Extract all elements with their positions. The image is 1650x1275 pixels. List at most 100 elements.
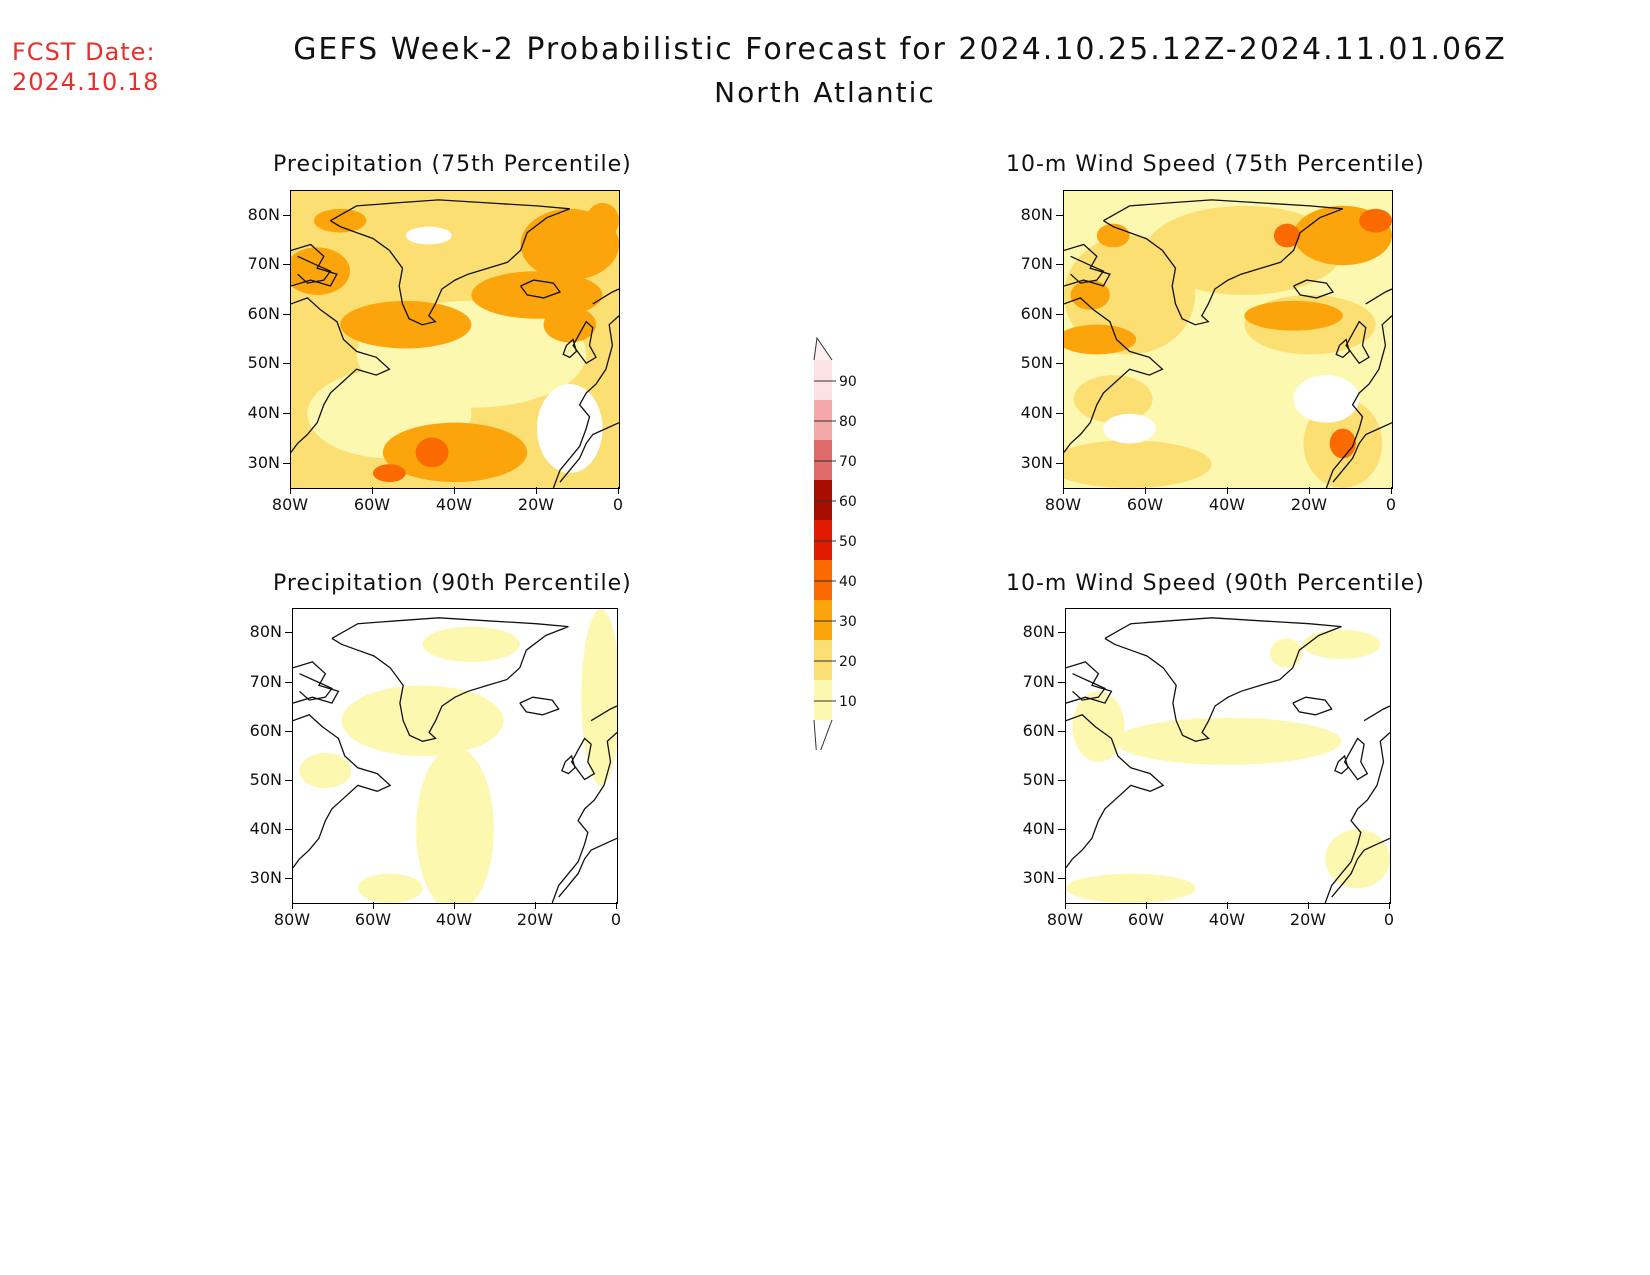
coastline-greenland	[330, 199, 571, 326]
coastline-africa	[1331, 837, 1390, 898]
lat-label: 50N	[1022, 769, 1055, 789]
lon-label: 60W	[354, 910, 392, 929]
lat-label: 30N	[1022, 867, 1055, 887]
coastline-baffin	[297, 255, 332, 284]
probability-contour	[1270, 638, 1303, 668]
panel-title-precip-90: Precipitation (90th Percentile)	[273, 571, 632, 596]
lon-tick	[1145, 487, 1146, 494]
lat-tick	[1056, 363, 1063, 365]
lon-tick	[454, 902, 455, 909]
coastline-canada2	[293, 714, 392, 869]
lat-label: 60N	[1022, 720, 1055, 740]
coastline-ireland	[561, 754, 576, 775]
lat-tick	[1058, 779, 1065, 781]
coastline-canada1	[293, 661, 340, 704]
lat-label: 70N	[1020, 254, 1053, 274]
lon-label: 0	[1385, 495, 1397, 514]
lat-label: 50N	[1020, 353, 1053, 373]
lat-tick	[1058, 877, 1065, 879]
colorbar-swatch	[814, 360, 832, 400]
coastline-ireland	[1334, 754, 1349, 775]
lat-label: 40N	[1022, 818, 1055, 838]
probability-contour	[1064, 324, 1137, 355]
probability-contour	[537, 384, 603, 474]
colorbar-label: 50	[839, 534, 857, 550]
lat-tick	[1056, 264, 1063, 266]
colorbar-swatch	[814, 560, 832, 600]
lat-tick	[283, 462, 290, 464]
lat-label: 40N	[1020, 403, 1053, 423]
colorbar-bottom-cap	[813, 719, 833, 750]
lat-label: 70N	[249, 671, 282, 691]
map-precip-75	[290, 190, 620, 489]
lon-tick	[1389, 902, 1390, 909]
lon-tick	[618, 487, 619, 494]
probability-contour	[1073, 375, 1153, 423]
panel-title-wind-90: 10-m Wind Speed (90th Percentile)	[1006, 571, 1425, 596]
lat-label: 80N	[1022, 622, 1055, 642]
coastline-canada1	[1064, 243, 1111, 287]
probability-contour	[1072, 691, 1125, 762]
probability-contour	[1070, 280, 1110, 310]
lat-label: 40N	[249, 818, 282, 838]
lat-label: 80N	[1020, 204, 1053, 224]
page-subtitle: North Atlantic	[714, 76, 936, 109]
lat-tick	[283, 363, 290, 365]
colorbar-swatch	[814, 400, 832, 440]
lon-tick	[1065, 902, 1066, 909]
lon-tick	[616, 902, 617, 909]
lat-label: 30N	[247, 452, 280, 472]
lat-label: 50N	[247, 353, 280, 373]
coastline-europe	[1325, 315, 1392, 488]
colorbar-top-cap	[813, 336, 833, 361]
probability-contour	[340, 300, 472, 349]
coastline-ireland	[562, 338, 578, 359]
lat-tick	[285, 632, 292, 634]
forecast-date-label: FCST Date:	[12, 38, 156, 66]
lon-tick	[536, 487, 537, 494]
lat-label: 30N	[1020, 452, 1053, 472]
coastline-iceland	[1293, 279, 1335, 299]
lat-tick	[1056, 462, 1063, 464]
colorbar-label: 30	[839, 614, 857, 630]
colorbar-label: 90	[839, 374, 857, 390]
lon-label: 40W	[435, 495, 473, 514]
lat-label: 70N	[1022, 671, 1055, 691]
lon-label: 80W	[271, 495, 309, 514]
lat-label: 70N	[247, 254, 280, 274]
coastline-greenland	[331, 617, 569, 742]
colorbar: 10 20 30 40 50 60 70 80 90	[813, 336, 857, 750]
probability-contour	[373, 464, 406, 483]
lon-label: 0	[1383, 910, 1395, 929]
lat-tick	[285, 730, 292, 732]
lon-label: 20W	[1290, 495, 1328, 514]
lat-tick	[285, 779, 292, 781]
coastline-africa	[558, 837, 617, 898]
lon-tick	[1063, 487, 1064, 494]
coastline-baffin	[299, 673, 333, 701]
lon-label: 40W	[1208, 495, 1246, 514]
lon-label: 80W	[1046, 910, 1084, 929]
lat-label: 80N	[247, 204, 280, 224]
probability-contour	[1244, 300, 1343, 331]
probability-contour	[1302, 629, 1381, 659]
panel-title-wind-75: 10-m Wind Speed (75th Percentile)	[1006, 152, 1425, 177]
lon-tick	[454, 487, 455, 494]
coastline-ireland	[1335, 338, 1351, 359]
probability-contour	[415, 437, 449, 468]
map-wind-90	[1065, 608, 1391, 904]
coastline-canada1	[1066, 661, 1113, 704]
lon-tick	[372, 487, 373, 494]
panel-title-precip-75: Precipitation (75th Percentile)	[273, 152, 632, 177]
lat-tick	[1058, 681, 1065, 683]
lat-label: 60N	[247, 303, 280, 323]
lon-label: 60W	[1127, 910, 1165, 929]
coastline-canada1	[291, 243, 338, 287]
coastline-norway	[1365, 288, 1392, 305]
probability-contour	[1066, 873, 1196, 903]
lat-tick	[283, 264, 290, 266]
colorbar-swatch	[814, 520, 832, 560]
lon-label: 80W	[273, 910, 311, 929]
page-title: GEFS Week-2 Probabilistic Forecast for 2…	[293, 32, 1507, 67]
lat-tick	[1058, 828, 1065, 830]
